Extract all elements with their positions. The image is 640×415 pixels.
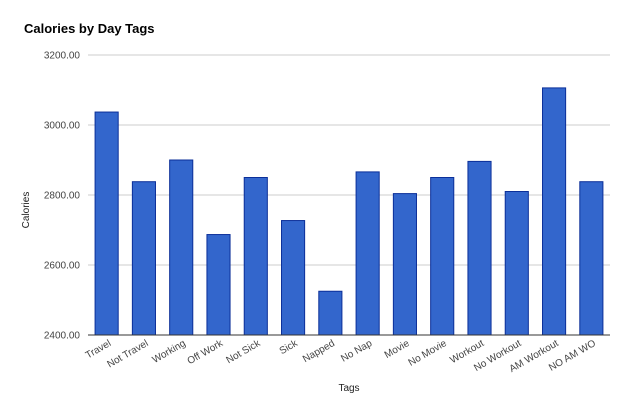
y-tick-label: 2600.00 — [44, 261, 81, 272]
bar-working — [169, 159, 194, 336]
bars — [94, 87, 604, 336]
x-tick-label: Not Sick — [225, 338, 264, 367]
x-tick-label: No Movie — [407, 338, 449, 369]
bar-sick — [281, 220, 306, 336]
bar-no-am-wo — [579, 181, 604, 336]
chart-title: Calories by Day Tags — [24, 21, 155, 36]
x-tick-label: Sick — [278, 338, 301, 357]
bar-not-travel — [131, 181, 156, 336]
bar-napped — [318, 290, 343, 336]
y-tick-label: 2800.00 — [44, 191, 81, 202]
y-tick-label: 3000.00 — [44, 121, 81, 132]
x-tick-label: No Nap — [339, 338, 374, 365]
bar-am-workout — [542, 87, 567, 336]
x-tick-label: Off Work — [186, 338, 226, 368]
bar-not-sick — [243, 177, 268, 336]
y-axis-label: Calories — [21, 192, 32, 229]
bar-movie — [392, 193, 417, 336]
x-tick-label: Not Travel — [105, 338, 150, 370]
x-axis-label: Tags — [338, 383, 359, 394]
bar-workout — [467, 160, 492, 336]
bar-off-work — [206, 234, 231, 336]
x-tick-label: Napped — [301, 338, 337, 365]
y-tick-label: 3200.00 — [44, 51, 81, 62]
x-tick-label: Working — [151, 338, 188, 366]
bar-travel — [94, 111, 119, 336]
bar-no-nap — [355, 171, 380, 336]
x-tick-label: Movie — [383, 338, 412, 361]
bar-no-movie — [430, 177, 455, 336]
bar-no-workout — [504, 191, 529, 336]
gridlines — [88, 54, 610, 266]
y-tick-label: 2400.00 — [44, 331, 81, 342]
